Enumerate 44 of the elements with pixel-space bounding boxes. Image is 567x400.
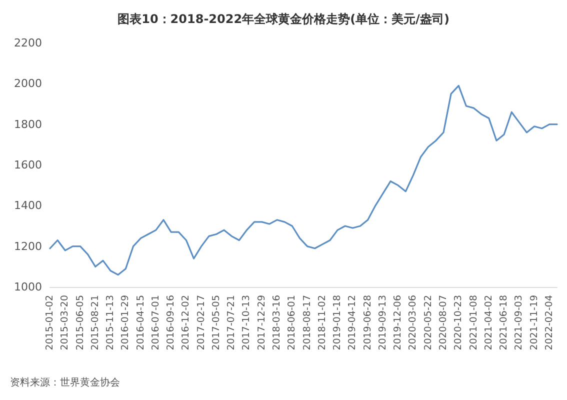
x-tick-label: 2021-11-19	[528, 295, 540, 350]
line-series	[49, 84, 558, 276]
y-tick-label: 1800	[14, 118, 42, 131]
y-tick-label: 2200	[14, 36, 42, 50]
x-tick-label: 2015-03-20	[60, 295, 71, 350]
x-tick-label: 2017-07-21	[226, 295, 238, 350]
x-tick-label: 2016-01-29	[120, 295, 132, 350]
chart-title: 图表10：2018-2022年全球黄金价格走势(单位：美元/盎司)	[118, 12, 450, 26]
x-tick-label: 2021-01-08	[468, 295, 480, 350]
x-tick-label: 2017-05-05	[210, 295, 222, 350]
x-tick-label: 2015-01-02	[44, 295, 56, 350]
x-tick-label: 2016-04-15	[135, 295, 146, 350]
x-tick-label: 2020-05-22	[422, 295, 434, 350]
y-tick-label: 1400	[14, 199, 42, 212]
x-tick-label: 2019-01-18	[332, 295, 344, 350]
x-tick-label: 2017-02-17	[196, 295, 207, 350]
x-tick-label: 2022-02-04	[544, 295, 555, 350]
x-tick-label: 2015-11-13	[105, 295, 116, 350]
x-tick-label: 2017-10-13	[241, 295, 252, 350]
text: 资料来源：世界黄金协会	[10, 376, 120, 388]
x-tick-label: 2018-08-17	[302, 295, 313, 350]
x-tick-label: 2015-08-21	[90, 295, 101, 350]
x-tick-label: 2020-10-23	[453, 295, 464, 350]
y-tick-label: 1000	[14, 280, 42, 294]
x-tick-label: 2019-09-13	[377, 295, 388, 350]
x-tick-label: 2016-12-02	[180, 295, 192, 350]
x-tick-label: 2018-11-02	[316, 295, 328, 350]
y-tick-label: 1200	[14, 240, 42, 253]
x-tick-label: 2020-03-06	[408, 295, 419, 350]
x-tick-label: 2016-09-16	[166, 295, 177, 350]
x-tick-label: 2019-12-06	[392, 295, 404, 350]
x-tick-label: 2020-08-07	[438, 295, 449, 350]
y-tick-label: 2000	[14, 77, 42, 90]
x-tick-label: 2021-06-18	[498, 295, 510, 350]
x-tick-label: 2016-07-01	[150, 295, 162, 350]
x-tick-label: 2019-06-28	[362, 295, 374, 350]
x-tick-label: 2017-12-29	[256, 295, 268, 350]
x-tick-label: 2021-04-02	[483, 295, 494, 350]
y-tick-label: 1600	[14, 158, 42, 172]
x-tick-label: 2015-06-05	[74, 295, 86, 350]
x-tick-label: 2019-04-12	[347, 295, 358, 350]
x-tick-label: 2018-03-16	[272, 295, 283, 350]
x-tick-label: 2021-09-03	[514, 295, 525, 350]
x-tick-label: 2018-06-01	[286, 295, 298, 350]
